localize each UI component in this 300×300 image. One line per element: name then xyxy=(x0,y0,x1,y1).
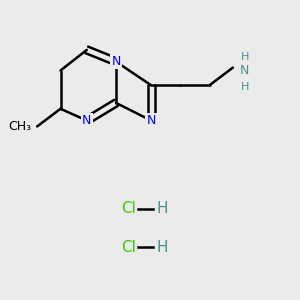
Text: N: N xyxy=(146,114,156,127)
Text: N: N xyxy=(240,64,249,77)
Text: H: H xyxy=(240,52,249,62)
Text: H: H xyxy=(157,240,168,255)
Text: N: N xyxy=(111,55,121,68)
Text: Cl: Cl xyxy=(122,201,136,216)
Text: H: H xyxy=(157,201,168,216)
Text: H: H xyxy=(240,82,249,92)
Text: CH₃: CH₃ xyxy=(8,120,31,133)
Text: N: N xyxy=(82,114,92,127)
Text: Cl: Cl xyxy=(122,240,136,255)
